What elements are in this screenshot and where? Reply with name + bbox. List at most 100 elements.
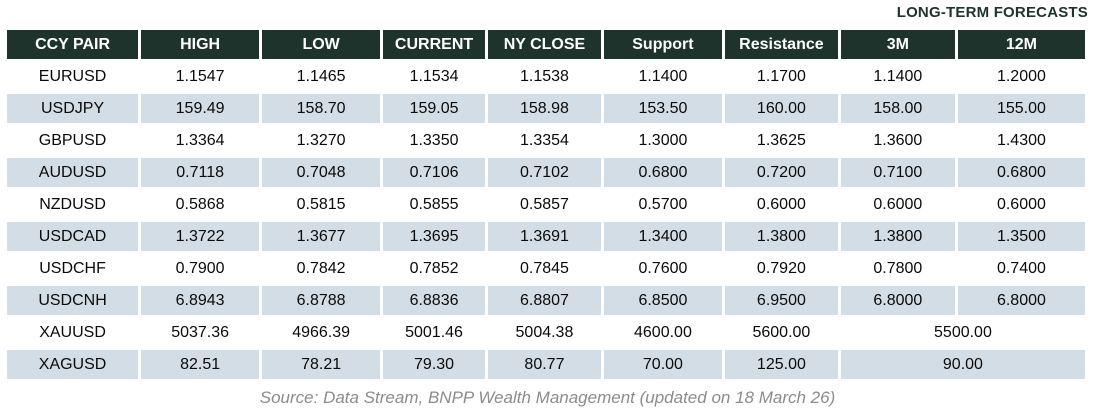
value-cell: 0.7852 bbox=[383, 254, 485, 283]
table-row: USDCNH 6.8943 6.8788 6.8836 6.8807 6.8500 6.95… bbox=[7, 286, 1085, 315]
value-cell: 0.7600 bbox=[603, 254, 722, 283]
value-cell: 160.00 bbox=[724, 94, 838, 123]
col-header-resistance: Resistance bbox=[724, 30, 838, 59]
col-header-12m: 12M bbox=[957, 30, 1085, 59]
value-cell: 0.7048 bbox=[262, 158, 381, 187]
table-row: XAUUSD 5037.36 4966.39 5001.46 5004.38 4600.0… bbox=[7, 318, 1085, 347]
value-cell: 1.3364 bbox=[141, 126, 260, 155]
value-cell: 1.3677 bbox=[262, 222, 381, 251]
value-cell: 0.7118 bbox=[141, 158, 260, 187]
value-cell: 5001.46 bbox=[383, 318, 485, 347]
value-cell: 0.6000 bbox=[957, 190, 1085, 219]
table-row: GBPUSD 1.3364 1.3270 1.3350 1.3354 1.3000 1.36… bbox=[7, 126, 1085, 155]
value-cell: 158.70 bbox=[262, 94, 381, 123]
value-cell: 1.1700 bbox=[724, 62, 838, 91]
value-cell: 4966.39 bbox=[262, 318, 381, 347]
value-cell: 1.3500 bbox=[957, 222, 1085, 251]
value-cell: 1.3400 bbox=[603, 222, 722, 251]
value-cell: 0.7900 bbox=[141, 254, 260, 283]
value-cell: 0.7200 bbox=[724, 158, 838, 187]
value-cell: 1.3695 bbox=[383, 222, 485, 251]
value-cell: 6.9500 bbox=[724, 286, 838, 315]
col-header-ny-close: NY CLOSE bbox=[487, 30, 601, 59]
value-cell: 1.1400 bbox=[840, 62, 955, 91]
ccy-pair-cell: USDCHF bbox=[7, 254, 139, 283]
col-header-ccy-pair: CCY PAIR bbox=[7, 30, 139, 59]
value-cell: 1.3800 bbox=[840, 222, 955, 251]
long-term-forecasts-label: LONG-TERM FORECASTS bbox=[896, 4, 1088, 21]
value-cell: 0.7102 bbox=[487, 158, 601, 187]
col-header-3m: 3M bbox=[840, 30, 955, 59]
value-cell: 1.2000 bbox=[957, 62, 1085, 91]
ccy-pair-cell: EURUSD bbox=[7, 62, 139, 91]
table-header-row: CCY PAIR HIGH LOW CURRENT NY CLOSE Suppo… bbox=[7, 30, 1085, 59]
value-cell: 1.3000 bbox=[603, 126, 722, 155]
value-cell: 79.30 bbox=[383, 350, 485, 379]
value-cell: 1.3600 bbox=[840, 126, 955, 155]
value-cell: 6.8807 bbox=[487, 286, 601, 315]
value-cell: 0.5857 bbox=[487, 190, 601, 219]
table-row: USDCAD 1.3722 1.3677 1.3695 1.3691 1.3400 1.38… bbox=[7, 222, 1085, 251]
value-cell: 0.7845 bbox=[487, 254, 601, 283]
value-cell: 1.3722 bbox=[141, 222, 260, 251]
value-cell: 0.7100 bbox=[840, 158, 955, 187]
value-cell: 0.5700 bbox=[603, 190, 722, 219]
table-row: USDCHF 0.7900 0.7842 0.7852 0.7845 0.7600 0.79… bbox=[7, 254, 1085, 283]
value-cell: 1.3800 bbox=[724, 222, 838, 251]
value-cell: 0.7842 bbox=[262, 254, 381, 283]
table-row: USDJPY 159.49 158.70 159.05 158.98 153.50 160.… bbox=[7, 94, 1085, 123]
table-row: EURUSD 1.1547 1.1465 1.1534 1.1538 1.1400 1.17… bbox=[7, 62, 1085, 91]
value-cell: 6.8000 bbox=[840, 286, 955, 315]
value-cell: 1.3625 bbox=[724, 126, 838, 155]
value-cell: 0.5815 bbox=[262, 190, 381, 219]
value-cell: 1.1538 bbox=[487, 62, 601, 91]
value-cell: 1.1534 bbox=[383, 62, 485, 91]
col-header-current: CURRENT bbox=[383, 30, 485, 59]
value-cell: 0.5868 bbox=[141, 190, 260, 219]
fx-forecast-table: CCY PAIR HIGH LOW CURRENT NY CLOSE Suppo… bbox=[4, 27, 1088, 382]
value-cell: 159.49 bbox=[141, 94, 260, 123]
ccy-pair-cell: XAGUSD bbox=[7, 350, 139, 379]
value-cell: 0.7400 bbox=[957, 254, 1085, 283]
value-cell: 5004.38 bbox=[487, 318, 601, 347]
forecast-merged-cell: 5500.00 bbox=[840, 318, 1085, 347]
value-cell: 1.3354 bbox=[487, 126, 601, 155]
value-cell: 1.4300 bbox=[957, 126, 1085, 155]
value-cell: 1.3350 bbox=[383, 126, 485, 155]
value-cell: 0.6000 bbox=[840, 190, 955, 219]
ccy-pair-cell: USDJPY bbox=[7, 94, 139, 123]
value-cell: 82.51 bbox=[141, 350, 260, 379]
source-caption: Source: Data Stream, BNPP Wealth Managem… bbox=[259, 388, 836, 407]
ccy-pair-cell: USDCNH bbox=[7, 286, 139, 315]
value-cell: 5600.00 bbox=[724, 318, 838, 347]
ccy-pair-cell: AUDUSD bbox=[7, 158, 139, 187]
value-cell: 1.1547 bbox=[141, 62, 260, 91]
value-cell: 6.8000 bbox=[957, 286, 1085, 315]
value-cell: 5037.36 bbox=[141, 318, 260, 347]
value-cell: 155.00 bbox=[957, 94, 1085, 123]
value-cell: 1.3270 bbox=[262, 126, 381, 155]
col-header-high: HIGH bbox=[141, 30, 260, 59]
value-cell: 0.6800 bbox=[603, 158, 722, 187]
value-cell: 1.1400 bbox=[603, 62, 722, 91]
value-cell: 0.7920 bbox=[724, 254, 838, 283]
value-cell: 158.00 bbox=[840, 94, 955, 123]
value-cell: 6.8788 bbox=[262, 286, 381, 315]
value-cell: 6.8836 bbox=[383, 286, 485, 315]
value-cell: 0.5855 bbox=[383, 190, 485, 219]
table-row: AUDUSD 0.7118 0.7048 0.7106 0.7102 0.6800 0.72… bbox=[7, 158, 1085, 187]
col-header-support: Support bbox=[603, 30, 722, 59]
ccy-pair-cell: USDCAD bbox=[7, 222, 139, 251]
value-cell: 70.00 bbox=[603, 350, 722, 379]
value-cell: 78.21 bbox=[262, 350, 381, 379]
value-cell: 0.6800 bbox=[957, 158, 1085, 187]
ccy-pair-cell: XAUUSD bbox=[7, 318, 139, 347]
value-cell: 0.7106 bbox=[383, 158, 485, 187]
value-cell: 158.98 bbox=[487, 94, 601, 123]
value-cell: 6.8500 bbox=[603, 286, 722, 315]
value-cell: 153.50 bbox=[603, 94, 722, 123]
value-cell: 159.05 bbox=[383, 94, 485, 123]
value-cell: 1.3691 bbox=[487, 222, 601, 251]
table-row: XAGUSD 82.51 78.21 79.30 80.77 70.00 125.00 90.… bbox=[7, 350, 1085, 379]
